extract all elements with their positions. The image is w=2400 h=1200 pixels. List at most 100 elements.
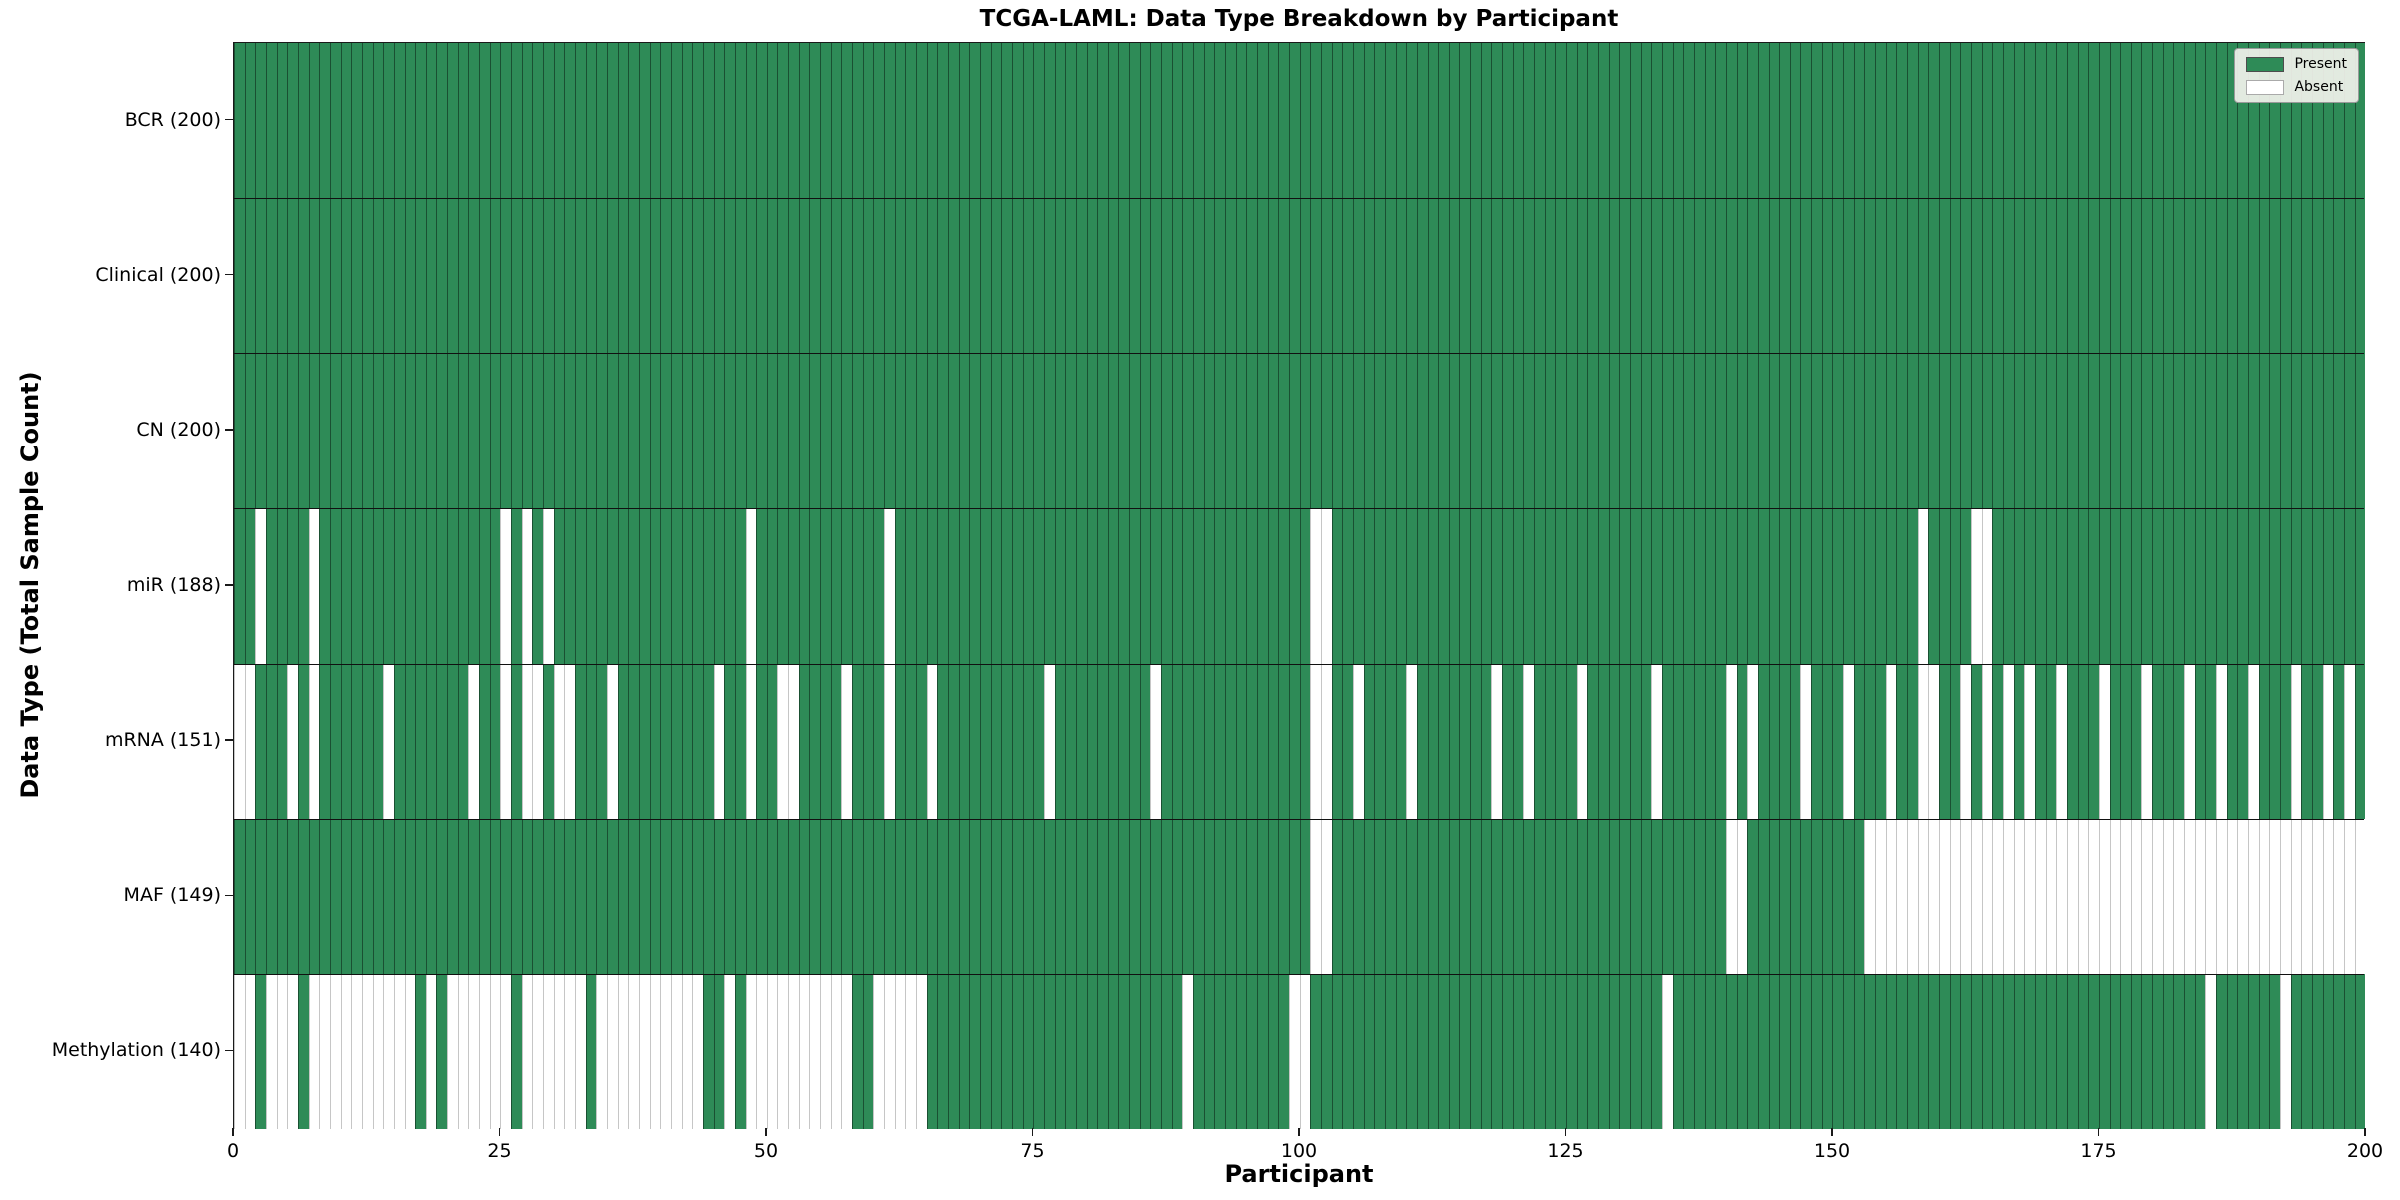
heatmap-cell xyxy=(1374,508,1385,664)
heatmap-cell xyxy=(2237,818,2249,974)
heatmap-cell xyxy=(1800,198,1812,354)
heatmap-cell xyxy=(1640,508,1652,664)
heatmap-cell xyxy=(1651,818,1662,974)
x-tick-label-0: 0 xyxy=(226,1140,240,1162)
heatmap-cell xyxy=(361,663,373,819)
heatmap-cell xyxy=(628,43,639,199)
heatmap-cell xyxy=(2002,198,2014,354)
heatmap-cell xyxy=(2333,43,2344,199)
heatmap-cell xyxy=(1203,973,1215,1129)
heatmap-cell xyxy=(1470,663,1481,819)
heatmap-cell xyxy=(1502,198,1513,354)
heatmap-cell xyxy=(1864,198,1876,354)
heatmap-cell xyxy=(297,818,309,974)
heatmap-cell xyxy=(1992,508,2003,664)
heatmap-cell xyxy=(2280,973,2291,1129)
heatmap-cell xyxy=(1939,973,1950,1129)
heatmap-cell xyxy=(1747,198,1758,354)
heatmap-cell xyxy=(1661,973,1673,1129)
heatmap-cell xyxy=(2290,508,2302,664)
heatmap-cell xyxy=(1384,663,1396,819)
heatmap-cell xyxy=(798,43,810,199)
heatmap-cell xyxy=(2311,818,2323,974)
heatmap-cell xyxy=(1768,353,1780,509)
heatmap-cell xyxy=(1715,43,1726,199)
heatmap-cell xyxy=(1438,353,1449,509)
heatmap-cell xyxy=(1022,663,1034,819)
heatmap-cell xyxy=(958,43,970,199)
heatmap-cell xyxy=(1683,353,1694,509)
heatmap-cell xyxy=(2311,973,2323,1129)
heatmap-cell xyxy=(1054,818,1066,974)
heatmap-cell xyxy=(766,198,778,354)
heatmap-cell xyxy=(1651,508,1662,664)
heatmap-cell xyxy=(1555,508,1567,664)
heatmap-cell xyxy=(585,508,597,664)
heatmap-cell xyxy=(2333,973,2344,1129)
heatmap-cell xyxy=(351,973,362,1129)
heatmap-cell xyxy=(1438,663,1449,819)
heatmap-cell xyxy=(1566,43,1577,199)
heatmap-cell xyxy=(1395,43,1407,199)
heatmap-cell xyxy=(447,353,458,509)
heatmap-cell xyxy=(2130,198,2142,354)
heatmap-cell xyxy=(244,198,256,354)
heatmap-cell xyxy=(1470,353,1481,509)
heatmap-cell xyxy=(1331,353,1343,509)
heatmap-cell xyxy=(841,818,853,974)
heatmap-cell xyxy=(766,663,778,819)
heatmap-cell xyxy=(1640,43,1652,199)
heatmap-cell xyxy=(873,508,885,664)
heatmap-cell xyxy=(2280,353,2291,509)
heatmap-cell xyxy=(990,508,1002,664)
heatmap-cell xyxy=(638,198,650,354)
heatmap-cell xyxy=(1054,198,1066,354)
heatmap-cell xyxy=(265,663,277,819)
heatmap-cell xyxy=(1715,353,1726,509)
heatmap-cell xyxy=(1086,818,1098,974)
heatmap-cell xyxy=(830,508,842,664)
heatmap-cell xyxy=(905,353,916,509)
heatmap-cell xyxy=(1736,663,1748,819)
heatmap-cell xyxy=(2173,198,2185,354)
heatmap-cell xyxy=(2034,818,2046,974)
row-separator xyxy=(234,663,2364,665)
heatmap-cell xyxy=(436,198,448,354)
heatmap-cell xyxy=(1416,198,1428,354)
heatmap-cell xyxy=(585,818,597,974)
row-separator xyxy=(234,508,2364,510)
heatmap-cell xyxy=(1118,818,1130,974)
heatmap-cell xyxy=(1960,663,1971,819)
heatmap-cell xyxy=(734,663,746,819)
heatmap-cell xyxy=(319,43,330,199)
heatmap-cell xyxy=(724,508,735,664)
heatmap-cell xyxy=(1427,818,1439,974)
heatmap-cell xyxy=(1704,43,1716,199)
heatmap-cell xyxy=(1885,43,1897,199)
heatmap-cell xyxy=(1384,353,1396,509)
heatmap-cell xyxy=(1246,198,1257,354)
heatmap-cell xyxy=(393,508,405,664)
heatmap-cell xyxy=(2322,353,2334,509)
heatmap-cell xyxy=(1129,43,1140,199)
heatmap-cell xyxy=(1267,508,1279,664)
heatmap-cell xyxy=(575,353,586,509)
heatmap-cell xyxy=(2343,198,2355,354)
heatmap-cell xyxy=(308,973,320,1129)
heatmap-cell xyxy=(1651,198,1662,354)
heatmap-cell xyxy=(2237,198,2249,354)
heatmap-cell xyxy=(1395,973,1407,1129)
heatmap-cell xyxy=(1512,663,1524,819)
heatmap-cell xyxy=(2354,663,2366,819)
heatmap-cell xyxy=(1939,353,1950,509)
heatmap-cell xyxy=(489,198,501,354)
heatmap-cell xyxy=(713,973,725,1129)
heatmap-cell xyxy=(1203,43,1215,199)
heatmap-cell xyxy=(2109,973,2121,1129)
heatmap-cell xyxy=(1352,663,1364,819)
heatmap-cell xyxy=(2354,198,2366,354)
heatmap-cell xyxy=(1512,973,1524,1129)
heatmap-cell xyxy=(2013,508,2025,664)
heatmap-cell xyxy=(1992,818,2003,974)
heatmap-cell xyxy=(1214,663,1226,819)
